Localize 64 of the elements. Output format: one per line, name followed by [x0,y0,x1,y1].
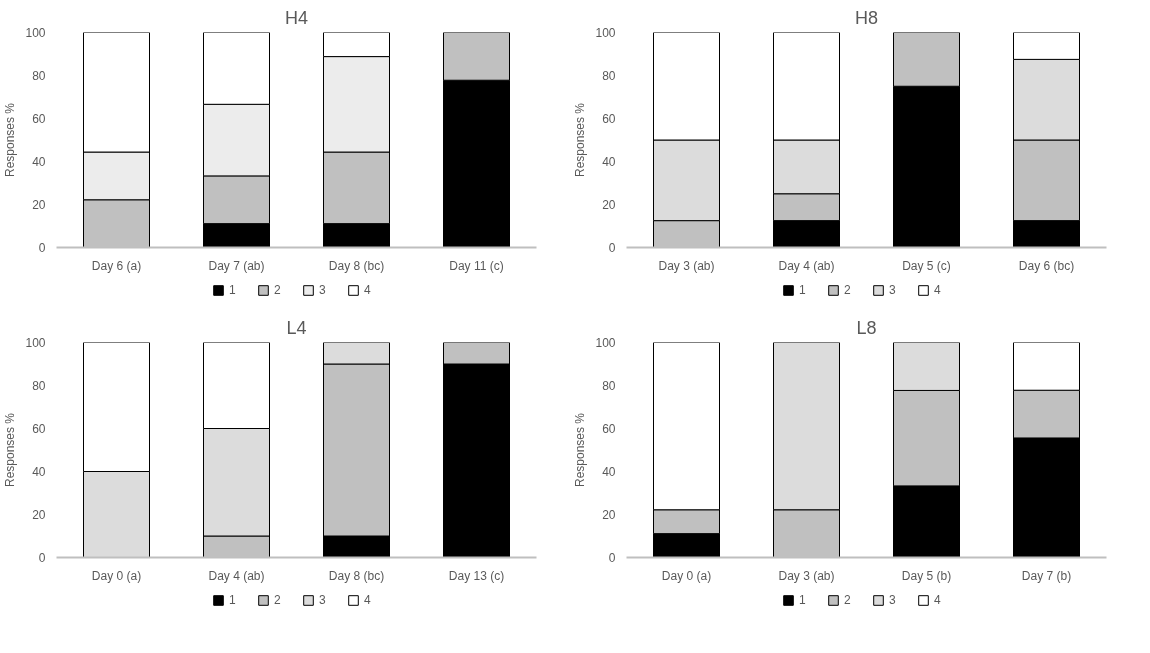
x-tick-label: Day 13 (c) [448,568,505,583]
y-tick-label: 0 [608,241,616,255]
y-tick-label: 20 [602,198,616,212]
legend-label: 1 [229,283,237,297]
y-tick-label: 100 [25,26,46,40]
legend-label: 2 [274,593,282,607]
legend-label: 3 [889,283,897,297]
y-tick-label: 40 [602,155,616,169]
y-tick-label: 100 [25,336,46,350]
y-tick-label: 0 [38,241,46,255]
legend-label: 4 [934,283,942,297]
y-tick-label: 60 [602,112,616,126]
x-tick-label: Day 4 (ab) [208,568,265,583]
y-axis-title: Responses % [3,412,18,488]
y-tick-label: 40 [32,465,46,479]
x-tick-label: Day 5 (c) [902,258,951,273]
legend-label: 3 [889,593,897,607]
x-tick-label: Day 0 (a) [91,568,142,583]
legend-label: 4 [364,283,372,297]
x-tick-label: Day 8 (bc) [328,258,385,273]
legend-label: 2 [844,283,852,297]
y-tick-label: 40 [32,155,46,169]
x-tick-label: Day 8 (bc) [328,568,385,583]
chart-title: L8 [856,317,877,338]
x-tick-label: Day 4 (ab) [778,258,835,273]
y-tick-label: 60 [602,422,616,436]
x-tick-label: Day 6 (a) [91,258,142,273]
legend-label: 1 [799,593,807,607]
y-tick-label: 80 [602,379,616,393]
y-tick-label: 80 [32,379,46,393]
y-tick-label: 0 [608,551,616,565]
chart-title: H4 [285,7,309,28]
y-axis-title: Responses % [573,412,588,488]
y-tick-label: 0 [38,551,46,565]
chart-title: H8 [855,7,879,28]
x-tick-label: Day 6 (bc) [1018,258,1075,273]
x-tick-label: Day 3 (ab) [778,568,835,583]
y-tick-label: 60 [32,112,46,126]
legend-label: 1 [229,593,237,607]
x-tick-label: Day 7 (ab) [208,258,265,273]
y-tick-label: 20 [32,508,46,522]
y-tick-label: 20 [602,508,616,522]
x-tick-label: Day 7 (b) [1021,568,1072,583]
legend-label: 4 [364,593,372,607]
legend-label: 1 [799,283,807,297]
legend-label: 2 [274,283,282,297]
y-tick-label: 100 [595,26,616,40]
legend-label: 3 [319,593,327,607]
y-tick-label: 20 [32,198,46,212]
y-axis-title: Responses % [3,102,18,178]
legend-label: 3 [319,283,327,297]
y-tick-label: 100 [595,336,616,350]
x-tick-label: Day 5 (b) [901,568,952,583]
legend-label: 2 [844,593,852,607]
x-tick-label: Day 11 (c) [449,258,504,273]
chart-title: L4 [286,317,307,338]
y-tick-label: 80 [602,69,616,83]
y-tick-label: 40 [602,465,616,479]
y-axis-title: Responses % [573,102,588,178]
x-tick-label: Day 0 (a) [661,568,712,583]
y-tick-label: 60 [32,422,46,436]
x-tick-label: Day 3 (ab) [658,258,715,273]
legend-label: 4 [934,593,942,607]
y-tick-label: 80 [32,69,46,83]
